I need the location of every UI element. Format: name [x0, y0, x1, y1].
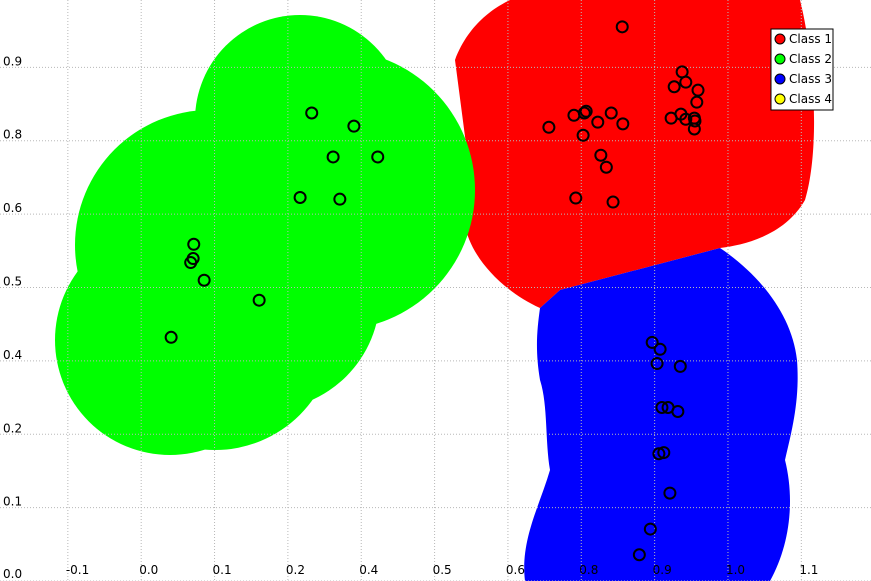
point	[252, 293, 266, 307]
point	[184, 256, 198, 270]
tick-labels: -0.1 0.0 0.1 0.2 0.4 0.5 0.6 0.8 0.9 1.0 1.1 0.0 0.1…	[3, 54, 818, 581]
legend-label: Class 3	[789, 72, 832, 86]
legend-marker	[774, 73, 786, 85]
point	[594, 148, 608, 162]
x-tick-label: 0.8	[579, 563, 598, 577]
region	[524, 248, 798, 581]
point	[616, 117, 630, 131]
point	[690, 95, 704, 109]
point	[293, 190, 307, 204]
x-tick-label: -0.1	[66, 563, 89, 577]
legend-marker	[774, 53, 786, 65]
point	[187, 237, 201, 251]
x-tick-label: 0.0	[139, 563, 158, 577]
point	[333, 192, 347, 206]
point	[673, 359, 687, 373]
region	[455, 0, 815, 308]
y-tick-label: 0.1	[3, 495, 22, 509]
x-tick-label: 1.1	[799, 563, 818, 577]
legend-marker	[774, 33, 786, 45]
x-tick-label: 0.9	[653, 563, 672, 577]
point	[606, 195, 620, 209]
point	[576, 128, 590, 142]
point	[577, 106, 591, 120]
y-tick-label: 0.6	[3, 201, 22, 215]
point	[667, 80, 681, 94]
point	[679, 75, 693, 89]
point	[599, 160, 613, 174]
legend-label: Class 1	[789, 32, 832, 46]
x-tick-label: 0.1	[213, 563, 232, 577]
x-tick-label: 1.0	[726, 563, 745, 577]
point	[591, 115, 605, 129]
point	[645, 335, 659, 349]
legend-marker	[774, 93, 786, 105]
y-tick-label: 0.9	[3, 54, 22, 68]
point	[691, 83, 705, 97]
point	[653, 342, 667, 356]
legend-label: Class 2	[789, 52, 832, 66]
point	[655, 400, 669, 414]
point	[650, 357, 664, 371]
point	[657, 446, 671, 460]
y-tick-label: 0.8	[3, 128, 22, 142]
legend: Class 1 Class 2 Class 3 Class 4	[770, 28, 834, 111]
point	[663, 486, 677, 500]
y-tick-label: 0.2	[3, 421, 22, 435]
y-tick-label: 0.5	[3, 274, 22, 288]
y-tick-label: 0.4	[3, 348, 22, 362]
point	[542, 120, 556, 134]
x-tick-label: 0.6	[506, 563, 525, 577]
point	[326, 150, 340, 164]
point	[615, 20, 629, 34]
points	[164, 20, 705, 562]
point	[305, 106, 319, 120]
point	[604, 106, 618, 120]
point	[569, 191, 583, 205]
point	[632, 548, 646, 562]
point	[371, 150, 385, 164]
point	[197, 273, 211, 287]
y-tick-label: 0.0	[3, 567, 22, 581]
point	[164, 330, 178, 344]
x-tick-label: 0.5	[433, 563, 452, 577]
point	[688, 114, 702, 128]
point	[579, 104, 593, 118]
point	[687, 122, 701, 136]
point	[679, 112, 693, 126]
point	[347, 119, 361, 133]
point	[652, 447, 666, 461]
point	[643, 522, 657, 536]
point	[671, 404, 685, 418]
legend-label: Class 4	[789, 92, 832, 106]
x-tick-label: 0.4	[359, 563, 378, 577]
region	[55, 15, 475, 455]
x-tick-label: 0.2	[286, 563, 305, 577]
